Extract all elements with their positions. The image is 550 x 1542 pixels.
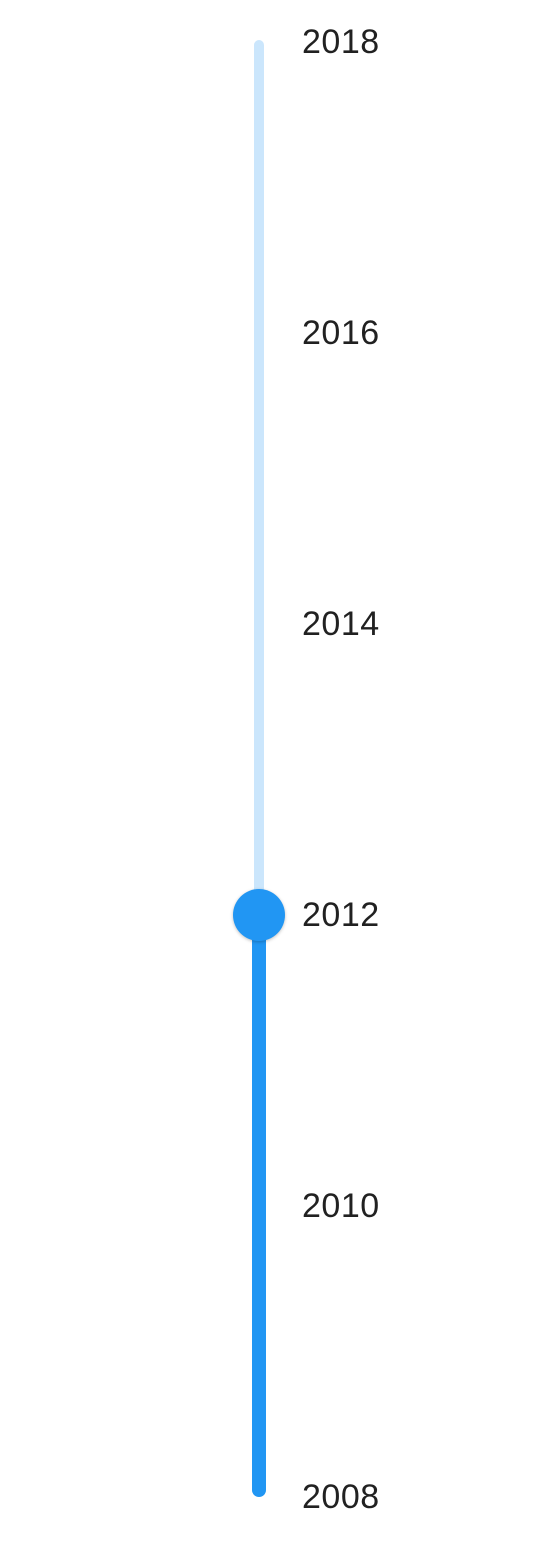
mark-label-2018: 2018 — [302, 23, 380, 61]
mark-label-2016: 2016 — [302, 314, 380, 352]
mark-label-2008: 2008 — [302, 1478, 380, 1516]
slider-rail[interactable] — [254, 40, 264, 1496]
slider-track-fill[interactable] — [252, 915, 266, 1497]
mark-label-2012: 2012 — [302, 896, 380, 934]
slider-thumb[interactable] — [233, 889, 285, 941]
mark-label-2014: 2014 — [302, 605, 380, 643]
mark-label-2010: 2010 — [302, 1187, 380, 1225]
